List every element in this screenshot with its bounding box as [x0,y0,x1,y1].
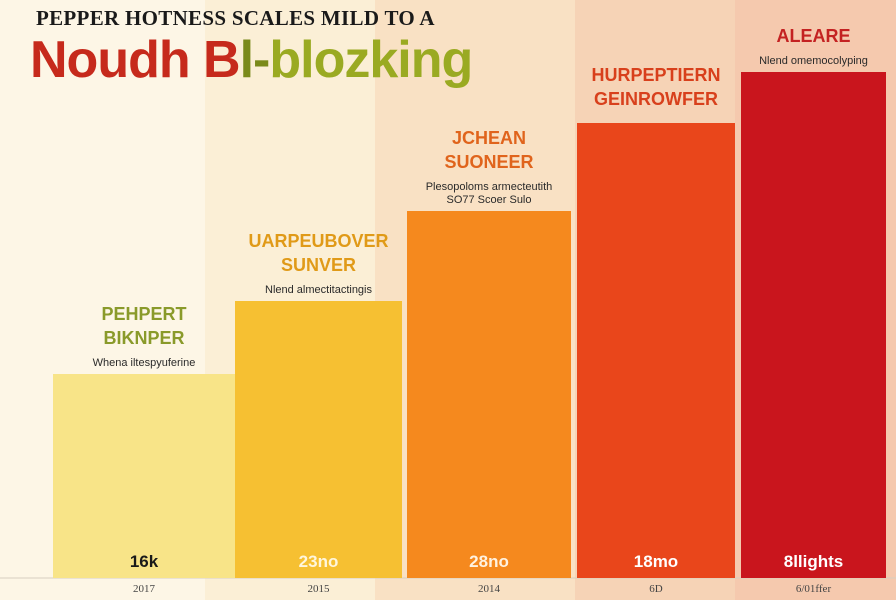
bar-annotation-title: SUNVER [281,255,356,275]
chart-supertitle: PEPPER HOTNESS SCALES MILD TO A [36,6,435,30]
bar [407,211,571,578]
bar-annotation-title: PEHPERT [101,304,186,324]
bar [235,301,402,578]
x-tick-label: 2015 [308,583,331,595]
bar-annotation-title: SUONEER [444,152,533,172]
chart-title-part-2: l- [239,31,271,89]
x-tick-label: 6/01ffer [796,583,832,595]
bar-annotation-title: BIKNPER [103,328,184,348]
bar-annotation-subtitle: Whena iltespyuferine [93,357,196,369]
bar-annotation-title: JCHEAN [452,128,526,148]
bar-annotation-title: ALEARE [776,26,850,46]
bar-value-label: 18mo [634,552,678,571]
bar-annotation-subtitle: SO77 Scoer Sulo [447,194,532,206]
bar [53,374,235,578]
chart-title: Noudh Bl-blozking [30,31,473,89]
bar-value-label: 23no [299,552,339,571]
bar-annotation-subtitle: Plesopoloms armecteutith [426,181,553,193]
chart-title-part-3: blozking [269,31,473,89]
bar [577,123,735,578]
x-tick-label: 2014 [478,583,501,595]
bar-annotation-title: UARPEUBOVER [248,231,388,251]
bar-annotation-title: HURPEPTIERN [591,65,720,85]
bar [741,72,886,578]
bar-annotation-subtitle: Nlend almectitactingis [265,284,372,296]
chart-title-part-1: Noudh B [30,31,241,89]
bar-annotation-title: GEINROWFER [594,89,718,109]
bar-value-label: 16k [130,552,159,571]
bar-annotation-subtitle: Nlend omemocolyping [759,55,868,67]
x-tick-label: 2017 [133,583,156,595]
x-tick-label: 6D [649,583,663,595]
bar-value-label: 8llights [784,552,844,571]
bar-value-label: 28no [469,552,509,571]
